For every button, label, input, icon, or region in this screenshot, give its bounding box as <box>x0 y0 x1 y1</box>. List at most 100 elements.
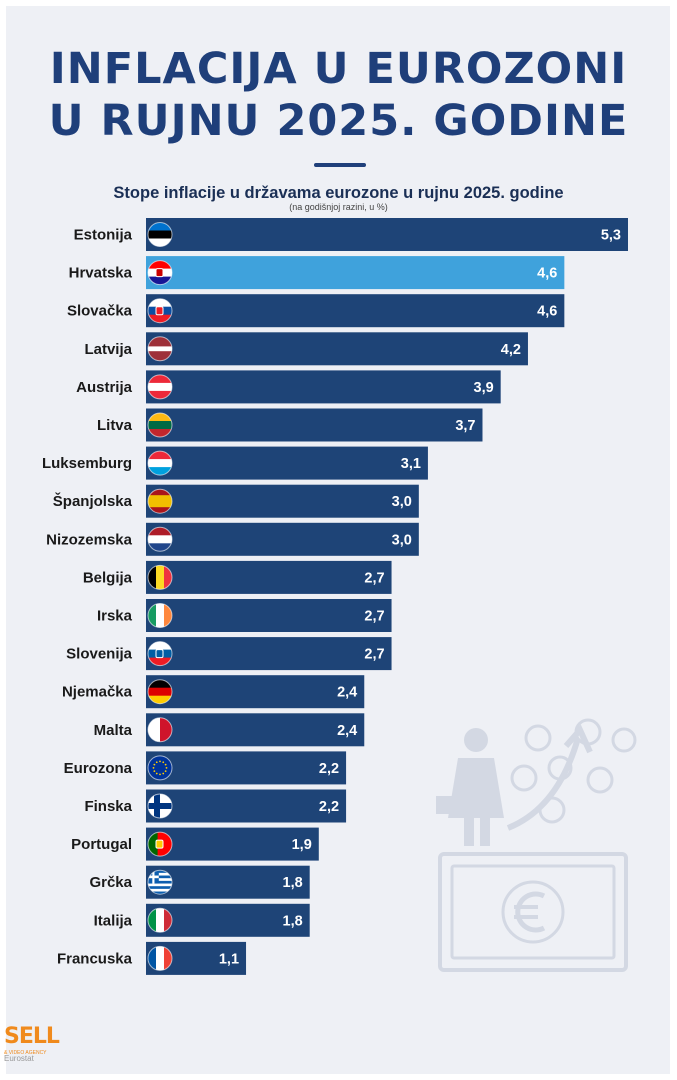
bar <box>146 903 310 937</box>
chart-subtitle: Stope inflacije u državama eurozone u ru… <box>113 184 564 202</box>
flag-nl-icon <box>148 527 172 552</box>
bar-row: Italija 1,8 <box>94 903 310 937</box>
title-line-2: U RUJNU 2025. GODINE <box>48 96 629 146</box>
flag-it-icon <box>148 908 172 933</box>
category-label: Irska <box>97 608 133 625</box>
bar-row: Malta 2,4 <box>94 713 365 747</box>
category-label: Italija <box>94 912 133 929</box>
bar <box>146 599 392 632</box>
category-label: Litva <box>97 417 133 434</box>
value-label: 2,2 <box>319 761 339 777</box>
flag-hr-icon <box>148 260 172 285</box>
logo-text: SELL <box>4 1024 60 1049</box>
category-label: Španjolska <box>53 492 133 510</box>
bar <box>146 789 347 823</box>
flag-lt-icon <box>148 413 172 437</box>
title-line-1: INFLACIJA U EUROZONI <box>49 44 628 94</box>
bar <box>146 637 392 671</box>
value-label: 5,3 <box>601 228 621 244</box>
category-label: Francuska <box>57 950 133 967</box>
bar <box>146 370 501 404</box>
bar <box>146 446 428 480</box>
title-divider <box>314 163 366 167</box>
flag-gr-icon <box>148 870 172 895</box>
category-label: Eurozona <box>64 760 133 777</box>
category-label: Finska <box>84 798 132 815</box>
bar <box>146 484 419 518</box>
category-label: Nizozemska <box>46 531 133 548</box>
flag-es-icon <box>148 489 172 514</box>
value-label: 4,2 <box>501 342 521 358</box>
category-label: Grčka <box>89 874 132 891</box>
flag-pt-icon <box>148 832 172 857</box>
value-label: 1,8 <box>283 913 303 929</box>
source-label: Eurostat <box>4 1054 34 1063</box>
value-label: 2,4 <box>337 685 357 701</box>
flag-si-icon <box>148 641 172 666</box>
value-label: 4,6 <box>537 266 557 282</box>
sell-logo: SELL & VIDEO AGENCY <box>4 1024 84 1074</box>
bar-row: Grčka 1,8 <box>89 865 310 899</box>
category-label: Estonija <box>74 227 133 244</box>
bar-row: Slovenija 2,7 <box>66 637 392 671</box>
value-label: 1,1 <box>219 951 239 967</box>
category-label: Belgija <box>83 569 133 586</box>
category-label: Slovačka <box>67 303 133 320</box>
bar-row: Finska 2,2 <box>84 789 347 823</box>
flag-lu-icon <box>148 451 172 476</box>
category-label: Slovenija <box>66 646 133 663</box>
bar-row: Španjolska 3,0 <box>53 484 419 518</box>
flag-ie-icon <box>148 603 172 628</box>
flag-fi-icon <box>148 794 172 818</box>
category-label: Portugal <box>71 836 132 853</box>
bar-row: Belgija 2,7 <box>83 560 392 594</box>
bar <box>146 560 392 594</box>
flag-fr-icon <box>148 946 172 971</box>
value-label: 3,0 <box>392 494 412 510</box>
flag-eu-icon <box>148 755 172 780</box>
category-label: Luksemburg <box>42 455 132 472</box>
unit-note: (na godišnjoj razini, u %) <box>289 202 388 212</box>
value-label: 3,9 <box>474 380 494 396</box>
category-label: Austrija <box>76 379 133 396</box>
bar-row: Njemačka 2,4 <box>62 675 365 709</box>
category-label: Malta <box>94 722 133 739</box>
bar-row: Estonija 5,3 <box>74 218 628 251</box>
bar-row: Eurozona 2,2 <box>64 751 347 785</box>
bar-row: Francuska 1,1 <box>57 941 247 975</box>
bar-row: Latvija 4,2 <box>84 332 528 366</box>
flag-be-icon <box>148 565 172 590</box>
bar <box>146 751 347 785</box>
bar <box>146 675 365 709</box>
value-label: 3,1 <box>401 456 421 472</box>
bar-row: Austrija 3,9 <box>76 370 501 404</box>
value-label: 1,8 <box>283 875 303 891</box>
bar <box>146 865 310 899</box>
bar-row: Portugal 1,9 <box>71 827 319 861</box>
bar <box>146 408 483 442</box>
bar-row: Luksemburg 3,1 <box>42 446 428 480</box>
inflation-illustration <box>436 718 637 972</box>
category-label: Njemačka <box>62 684 133 701</box>
bar <box>146 218 628 251</box>
flag-lv-icon <box>148 336 172 361</box>
bar <box>146 827 319 861</box>
flag-de-icon <box>148 679 172 704</box>
bar-row: Hrvatska 4,6 <box>69 256 565 290</box>
value-label: 1,9 <box>292 837 312 853</box>
flag-ee-icon <box>148 222 172 247</box>
bar-row: Slovačka 4,6 <box>67 294 565 328</box>
value-label: 2,7 <box>364 570 384 586</box>
category-label: Hrvatska <box>69 265 133 282</box>
value-label: 4,6 <box>537 304 557 320</box>
logo-subtext: & VIDEO AGENCY <box>4 1050 47 1056</box>
value-label: 3,0 <box>392 532 412 548</box>
bar <box>146 522 419 556</box>
bar <box>146 294 565 328</box>
value-label: 3,7 <box>455 418 475 434</box>
value-label: 2,7 <box>364 647 384 663</box>
bar-row: Nizozemska 3,0 <box>46 522 419 556</box>
bar-row: Litva 3,7 <box>97 408 483 442</box>
bar <box>146 256 565 290</box>
